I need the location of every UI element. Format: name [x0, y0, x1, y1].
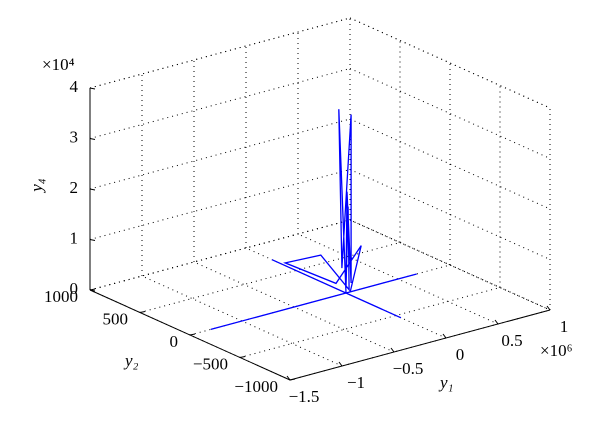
x-tick-label: −1	[347, 373, 365, 392]
y-tick-label: 500	[103, 309, 129, 328]
x-tick-label: 0	[456, 345, 465, 364]
x-tick-label: −1.5	[289, 387, 320, 406]
tick-mark	[89, 188, 96, 191]
grid-line	[89, 219, 351, 291]
y-axis-label: y₂	[123, 351, 139, 370]
x-tick-label: 1	[560, 317, 569, 336]
tick-mark	[89, 87, 96, 90]
z-multiplier: ×10⁴	[42, 55, 75, 74]
x-tick-label: −0.5	[393, 359, 424, 378]
y-tick-label: 0	[170, 332, 179, 351]
grid-line	[89, 169, 351, 240]
y-tick-label: 1000	[44, 287, 78, 306]
tick-mark	[494, 319, 499, 325]
z-tick-label: 0	[70, 279, 79, 298]
z-tick-label: 2	[70, 178, 79, 197]
grid-line	[139, 242, 401, 313]
y-tick-label: −500	[193, 354, 228, 373]
z-tick-label: 3	[70, 127, 79, 146]
z-tick-label: 4	[70, 77, 79, 96]
y-tick-label: −1000	[234, 377, 278, 396]
tick-mark	[442, 333, 447, 339]
z-axis-label: y₄	[27, 178, 46, 194]
tick-mark	[89, 239, 96, 241]
x-multiplier: ×10⁶	[540, 341, 573, 360]
grid-line	[89, 68, 351, 139]
y-axis	[89, 289, 291, 381]
tick-mark	[390, 347, 395, 353]
tick-mark	[338, 361, 343, 367]
tick-mark	[89, 138, 96, 140]
data-line	[210, 109, 417, 331]
grid-line	[89, 118, 351, 190]
grid-line	[89, 17, 351, 89]
z-tick-label: 1	[70, 228, 79, 247]
x-axis	[289, 309, 551, 381]
x-tick-label: 0.5	[501, 331, 522, 350]
x-axis-label: y₁	[438, 373, 453, 392]
